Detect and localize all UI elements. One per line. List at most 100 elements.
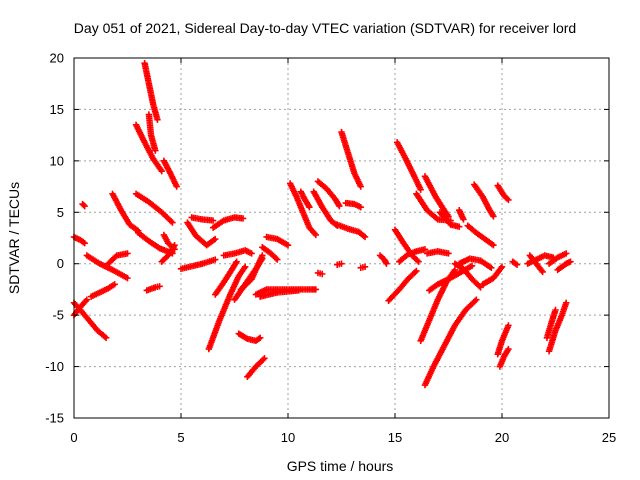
data-point [274, 256, 281, 263]
series-arc-03 [145, 111, 159, 154]
series-arc-62 [494, 322, 512, 358]
data-point [415, 258, 422, 265]
series-arc-20 [188, 214, 217, 224]
data-point [445, 250, 452, 257]
series-arc-29 [263, 233, 292, 249]
data-point [383, 260, 390, 267]
series-arc-22 [205, 263, 249, 353]
data-point [357, 183, 364, 190]
data-point [233, 258, 240, 265]
data-point [505, 322, 512, 329]
series-arc-37 [338, 128, 364, 190]
data-point [563, 250, 570, 257]
series-arc-11 [83, 252, 131, 282]
series-arc-38 [334, 221, 369, 241]
series-arc-30 [259, 244, 281, 263]
y-tick-label: 20 [50, 51, 64, 66]
data-point [414, 257, 421, 264]
series-arc-33 [286, 180, 320, 239]
series-arc-04 [160, 157, 180, 190]
data-point [360, 232, 367, 240]
data-point [212, 235, 219, 243]
series-arc-26 [237, 252, 266, 293]
data-point [295, 287, 302, 294]
x-tick-label: 10 [281, 430, 295, 445]
data-point [152, 147, 159, 154]
data-point [312, 231, 320, 239]
data-point [260, 356, 267, 363]
data-point [169, 219, 176, 226]
data-point [468, 262, 476, 269]
x-axis-label: GPS time / hours [287, 458, 394, 474]
series-arc-27 [235, 330, 264, 345]
series-arc-19 [184, 219, 219, 249]
series-arc-01 [141, 59, 161, 123]
series-arc-69 [543, 306, 559, 341]
data-point [567, 258, 574, 265]
data-point [319, 270, 326, 278]
series-arc-16 [143, 283, 163, 294]
series-arc-15 [87, 281, 118, 300]
y-tick-label: 10 [50, 153, 64, 168]
data-point [171, 242, 178, 249]
series-arc-55 [426, 262, 476, 294]
series-arc-60 [494, 182, 512, 204]
data-point [460, 216, 467, 223]
y-tick-label: -5 [52, 308, 64, 323]
series-arc-50 [456, 207, 467, 223]
series-arc-06 [109, 190, 142, 234]
data-point [505, 196, 512, 204]
data-point [361, 233, 369, 241]
data-point [272, 255, 280, 262]
x-tick-label: 20 [495, 430, 509, 445]
series-arc-23 [212, 258, 240, 298]
series-arc-24 [220, 247, 255, 259]
data-point [513, 261, 521, 268]
series-arc-59 [470, 181, 497, 220]
y-tick-label: 15 [50, 102, 64, 117]
x-tick-label: 15 [388, 430, 402, 445]
series-arc-52 [385, 267, 420, 304]
series-arc-28 [244, 355, 268, 381]
data-point [102, 334, 110, 341]
x-tick-label: 0 [70, 430, 77, 445]
data-point [124, 274, 131, 282]
data-point [83, 296, 91, 303]
series-arc-32 [256, 287, 302, 300]
series-arc-05 [132, 190, 176, 226]
data-point [552, 306, 559, 314]
y-tick-label: 0 [57, 256, 64, 271]
data-point [81, 202, 88, 210]
series-arc-21 [209, 214, 247, 231]
x-tick-label: 25 [602, 430, 616, 445]
y-tick-label: 5 [57, 205, 64, 220]
x-tick-label: 5 [177, 430, 184, 445]
data-point [256, 334, 264, 341]
data-point [451, 266, 459, 274]
data-point [336, 202, 343, 210]
data-point [413, 267, 420, 275]
data-point [158, 167, 165, 175]
series-arc-66 [526, 252, 546, 276]
data-point [488, 264, 495, 272]
series-arc-68 [545, 299, 570, 355]
data-point [312, 286, 320, 293]
series-arc-40 [314, 269, 326, 278]
series-arc-46 [396, 246, 429, 265]
data-point [476, 282, 483, 290]
chart-title: Day 051 of 2021, Sidereal Day-to-day VTE… [74, 20, 576, 36]
data-point [261, 355, 268, 362]
series-arc-70 [554, 258, 574, 274]
y-tick-label: -15 [45, 411, 64, 426]
data-point [124, 250, 131, 257]
series-arc-12 [105, 250, 131, 267]
series-arc-43 [376, 252, 390, 267]
series-arc-56 [451, 260, 484, 291]
series-arc-42 [357, 263, 369, 272]
data-point [411, 268, 419, 276]
series-arc-02 [132, 121, 165, 175]
data-point [490, 213, 497, 220]
data-point [156, 283, 163, 290]
data-point [209, 217, 217, 224]
